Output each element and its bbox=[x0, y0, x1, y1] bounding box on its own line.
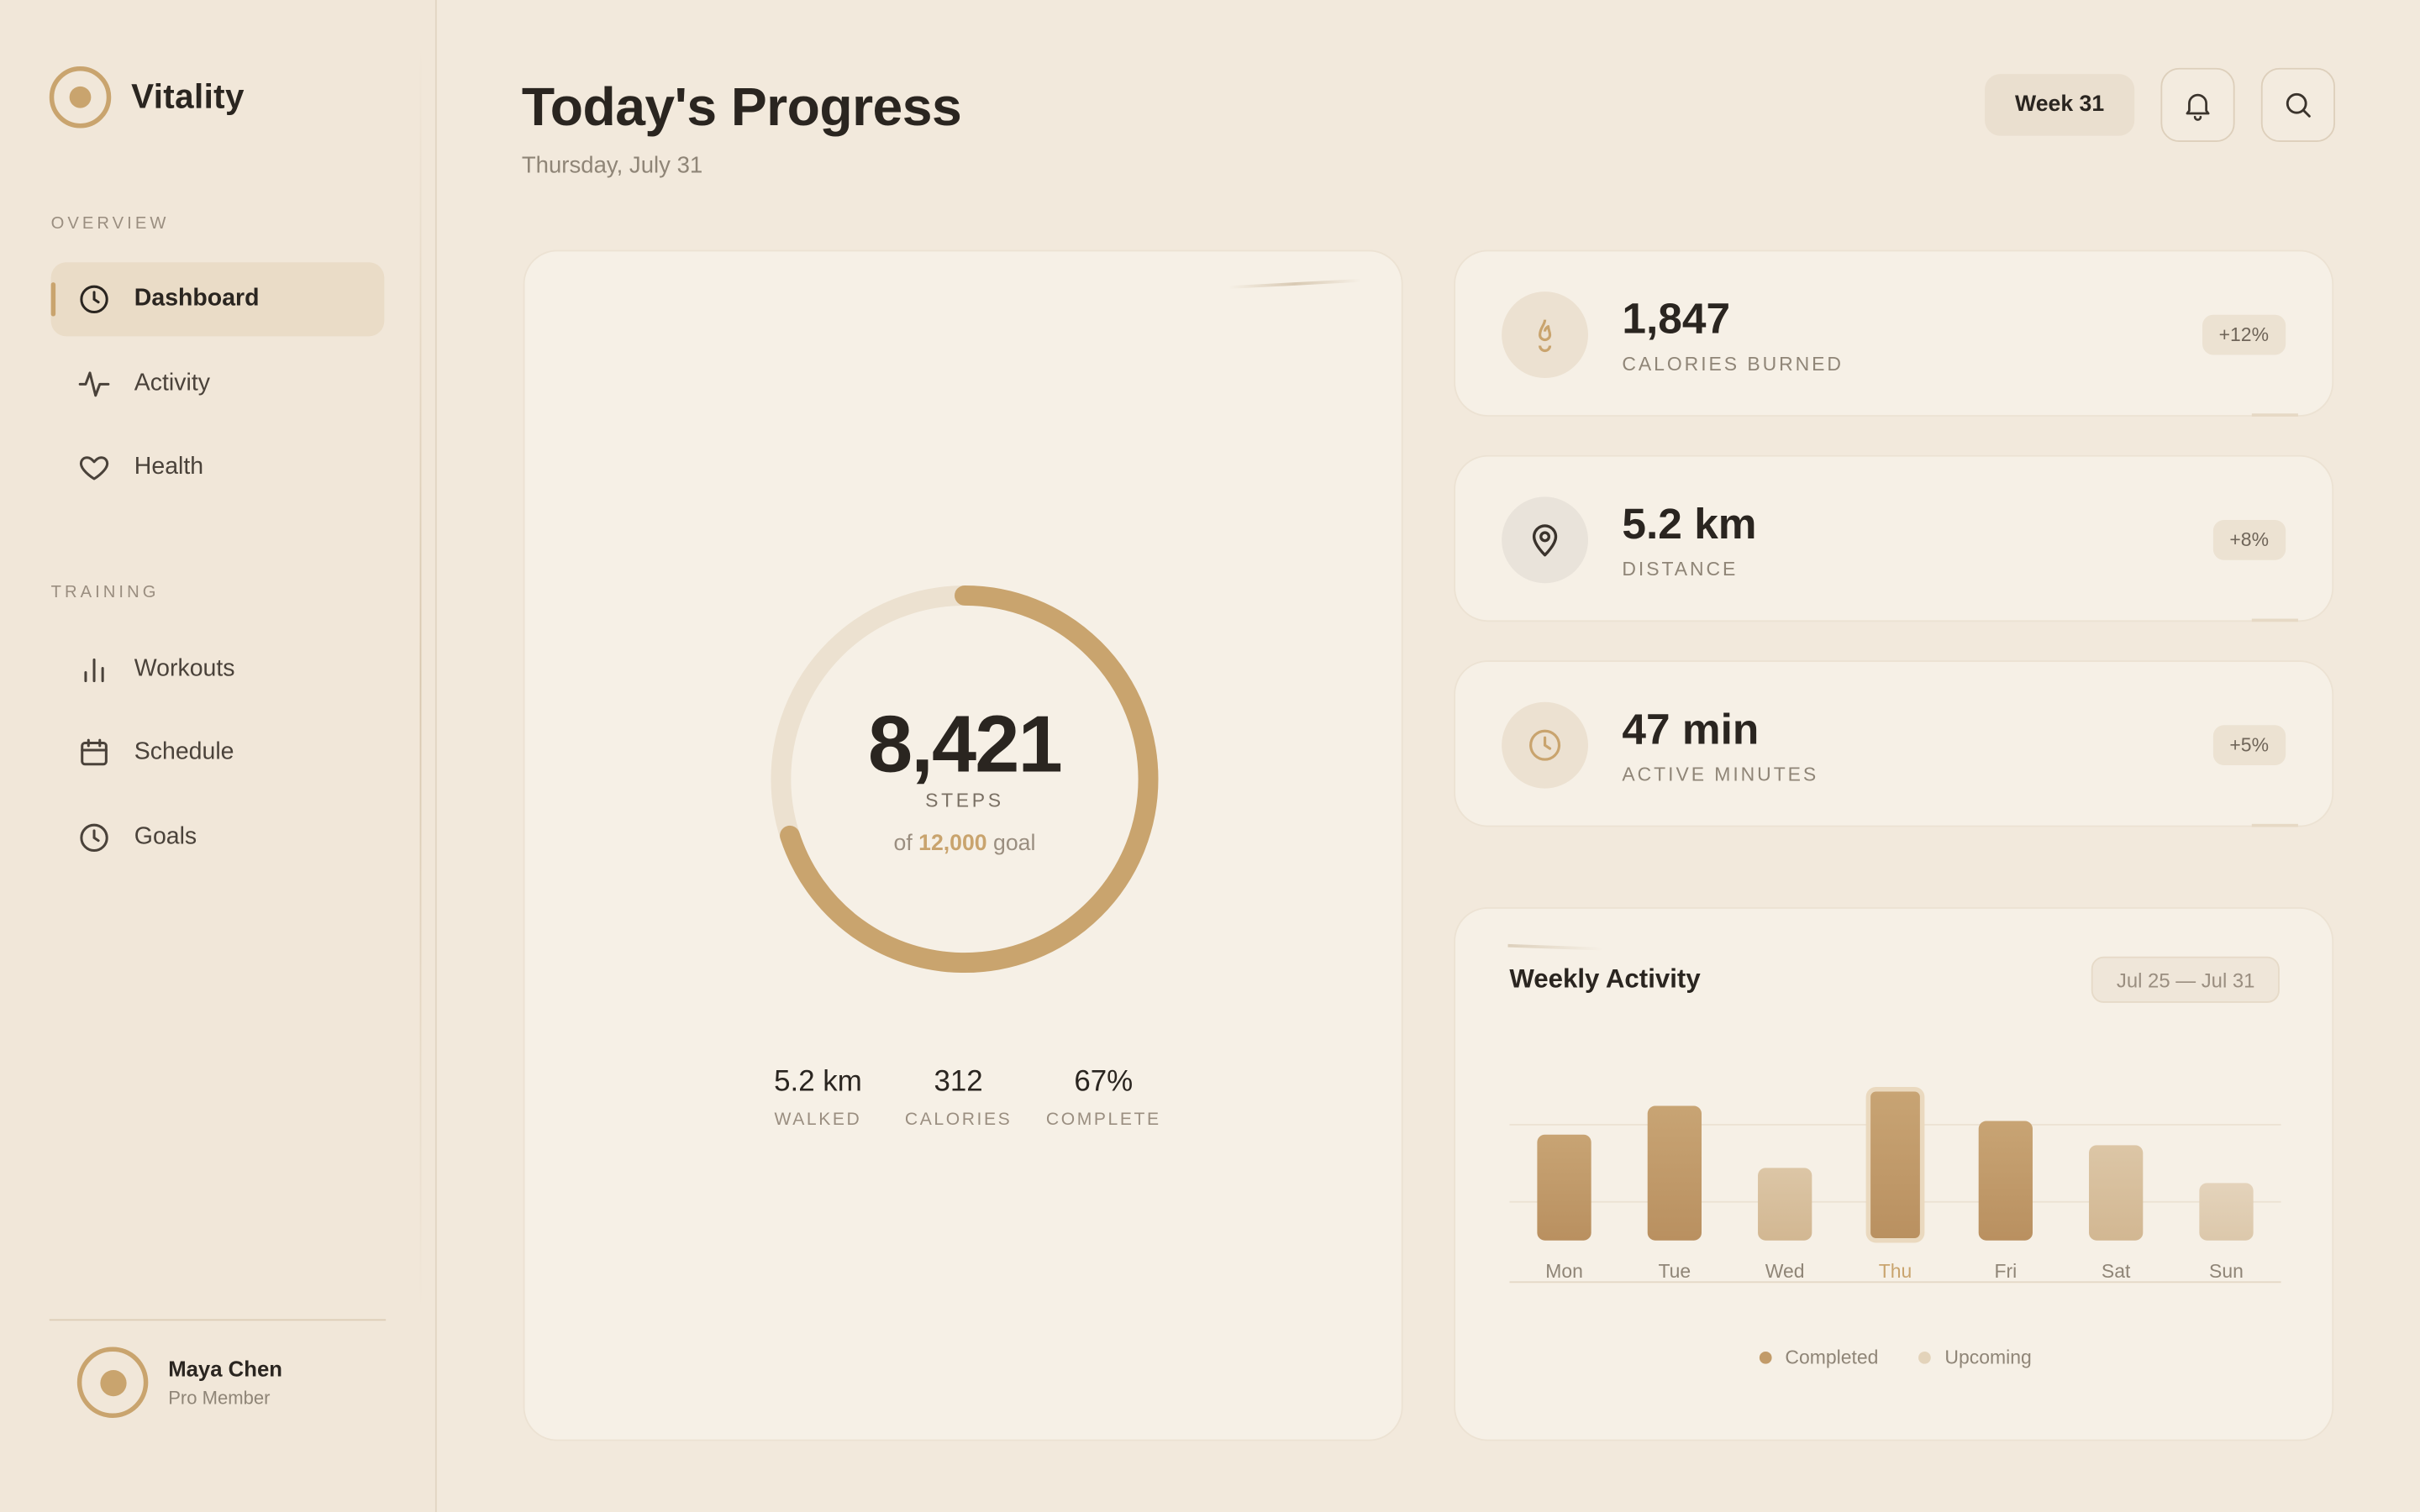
metric-value: 47 min bbox=[1622, 705, 1760, 753]
x-tick-label: Tue bbox=[1659, 1260, 1691, 1282]
x-tick-label: Wed bbox=[1765, 1260, 1805, 1282]
search-icon bbox=[2286, 92, 2311, 118]
user-role: Pro Member bbox=[168, 1387, 271, 1409]
weekly-activity-card: Weekly Activity Jul 25 — Jul 31 Mon Tue We… bbox=[1454, 906, 2335, 1441]
x-tick-label: Fri bbox=[1994, 1260, 2017, 1282]
metric-icon-wrap bbox=[1502, 496, 1588, 584]
metric-value: 1,847 bbox=[1622, 294, 1731, 343]
metric-icon-wrap bbox=[1502, 291, 1588, 378]
sidebar-item-label: Workouts bbox=[134, 655, 235, 682]
sidebar-item-dashboard[interactable]: Dashboard bbox=[50, 262, 385, 337]
clock-icon bbox=[1529, 729, 1561, 761]
x-tick-label: Thu bbox=[1879, 1260, 1912, 1282]
stat-complete: 67% COMPLETE bbox=[1045, 1066, 1161, 1130]
stat-walked: 5.2 km WALKED bbox=[774, 1066, 862, 1130]
section-label-overview: OVERVIEW bbox=[50, 214, 170, 234]
bar-tue[interactable] bbox=[1647, 1105, 1702, 1241]
bar-wed[interactable] bbox=[1758, 1168, 1812, 1241]
page-title: Today's Progress bbox=[521, 76, 962, 138]
x-tick-label: Sun bbox=[2209, 1260, 2244, 1282]
page-date: Thursday, July 31 bbox=[521, 152, 703, 180]
sidebar-item-activity[interactable]: Activity bbox=[51, 347, 385, 421]
sidebar-divider bbox=[49, 1319, 387, 1321]
bar-chart-icon bbox=[77, 653, 111, 686]
weekly-title: Weekly Activity bbox=[1509, 963, 1701, 994]
metric-icon-wrap bbox=[1502, 701, 1588, 789]
steps-value: 8,421 bbox=[868, 700, 1063, 790]
metric-card-calories[interactable]: 1,847 CALORIES BURNED +12% bbox=[1454, 249, 2334, 417]
map-pin-icon bbox=[1532, 524, 1558, 557]
sidebar-item-label: Schedule bbox=[134, 738, 234, 766]
bar-sun[interactable] bbox=[2199, 1183, 2254, 1241]
steps-progress-arc bbox=[771, 585, 1159, 974]
steps-label: STEPS bbox=[925, 790, 1004, 812]
heart-icon bbox=[77, 450, 111, 484]
sidebar-item-label: Goals bbox=[134, 823, 197, 851]
bar-thu[interactable] bbox=[1865, 1086, 1925, 1243]
bar-fri[interactable] bbox=[1978, 1121, 2033, 1241]
steps-card: 8,421 STEPS of 12,000 goal 5.2 km WALKED… bbox=[523, 249, 1403, 1441]
legend-dot bbox=[1759, 1351, 1771, 1364]
metric-delta-badge: +5% bbox=[2212, 725, 2286, 766]
brand-logo bbox=[49, 66, 112, 129]
legend-dot bbox=[1918, 1351, 1931, 1364]
brand[interactable]: Vitality bbox=[49, 66, 245, 129]
metric-label: DISTANCE bbox=[1622, 558, 1739, 580]
sidebar-item-label: Health bbox=[134, 453, 204, 480]
avatar bbox=[76, 1347, 149, 1418]
legend-completed: Completed bbox=[1759, 1347, 1878, 1368]
metric-card-active-minutes[interactable]: 47 min ACTIVE MINUTES +5% bbox=[1454, 660, 2334, 827]
week-selector[interactable]: Week 31 bbox=[1985, 74, 2135, 136]
metric-label: ACTIVE MINUTES bbox=[1622, 764, 1819, 785]
sidebar: Vitality OVERVIEW Dashboard Activity Hea… bbox=[0, 0, 437, 1512]
clock-icon bbox=[77, 282, 111, 316]
bar-sat[interactable] bbox=[2089, 1145, 2144, 1241]
user-profile[interactable]: Maya Chen Pro Member bbox=[76, 1347, 282, 1418]
chart-legend: Completed Upcoming bbox=[1455, 1347, 2335, 1368]
legend-upcoming: Upcoming bbox=[1918, 1347, 2032, 1368]
x-tick-label: Sat bbox=[2102, 1260, 2131, 1282]
bar-mon[interactable] bbox=[1537, 1134, 1591, 1241]
x-tick-label: Mon bbox=[1545, 1260, 1583, 1282]
notifications-button[interactable] bbox=[2160, 67, 2235, 142]
weekly-bar-chart: Mon Tue Wed Thu Fri Sat Sun bbox=[1509, 1086, 2281, 1284]
clock-icon bbox=[77, 821, 111, 854]
metric-delta-badge: +8% bbox=[2212, 519, 2286, 560]
stat-calories: 312 CALORIES bbox=[904, 1066, 1013, 1130]
steps-goal-value: 12,000 bbox=[918, 831, 987, 857]
steps-goal: of 12,000 goal bbox=[893, 831, 1036, 857]
user-name: Maya Chen bbox=[168, 1356, 282, 1381]
pulse-icon bbox=[77, 367, 111, 401]
metric-label: CALORIES BURNED bbox=[1622, 353, 1844, 375]
section-label-training: TRAINING bbox=[50, 583, 160, 602]
flame-icon bbox=[1539, 319, 1552, 353]
calendar-icon bbox=[77, 736, 111, 769]
metric-value: 5.2 km bbox=[1622, 500, 1757, 549]
brand-name: Vitality bbox=[131, 76, 245, 116]
search-button[interactable] bbox=[2260, 67, 2335, 142]
metric-card-distance[interactable]: 5.2 km DISTANCE +8% bbox=[1454, 454, 2334, 622]
date-range-selector[interactable]: Jul 25 — Jul 31 bbox=[2091, 956, 2280, 1003]
steps-progress-ring bbox=[771, 585, 1159, 974]
sidebar-item-label: Activity bbox=[134, 370, 210, 397]
sidebar-item-goals[interactable]: Goals bbox=[51, 801, 385, 874]
sidebar-item-label: Dashboard bbox=[134, 285, 260, 312]
sidebar-item-health[interactable]: Health bbox=[51, 430, 385, 504]
metric-delta-badge: +12% bbox=[2202, 314, 2286, 355]
sidebar-item-schedule[interactable]: Schedule bbox=[51, 716, 385, 790]
bell-icon bbox=[2186, 93, 2210, 121]
sidebar-item-workouts[interactable]: Workouts bbox=[51, 633, 385, 706]
